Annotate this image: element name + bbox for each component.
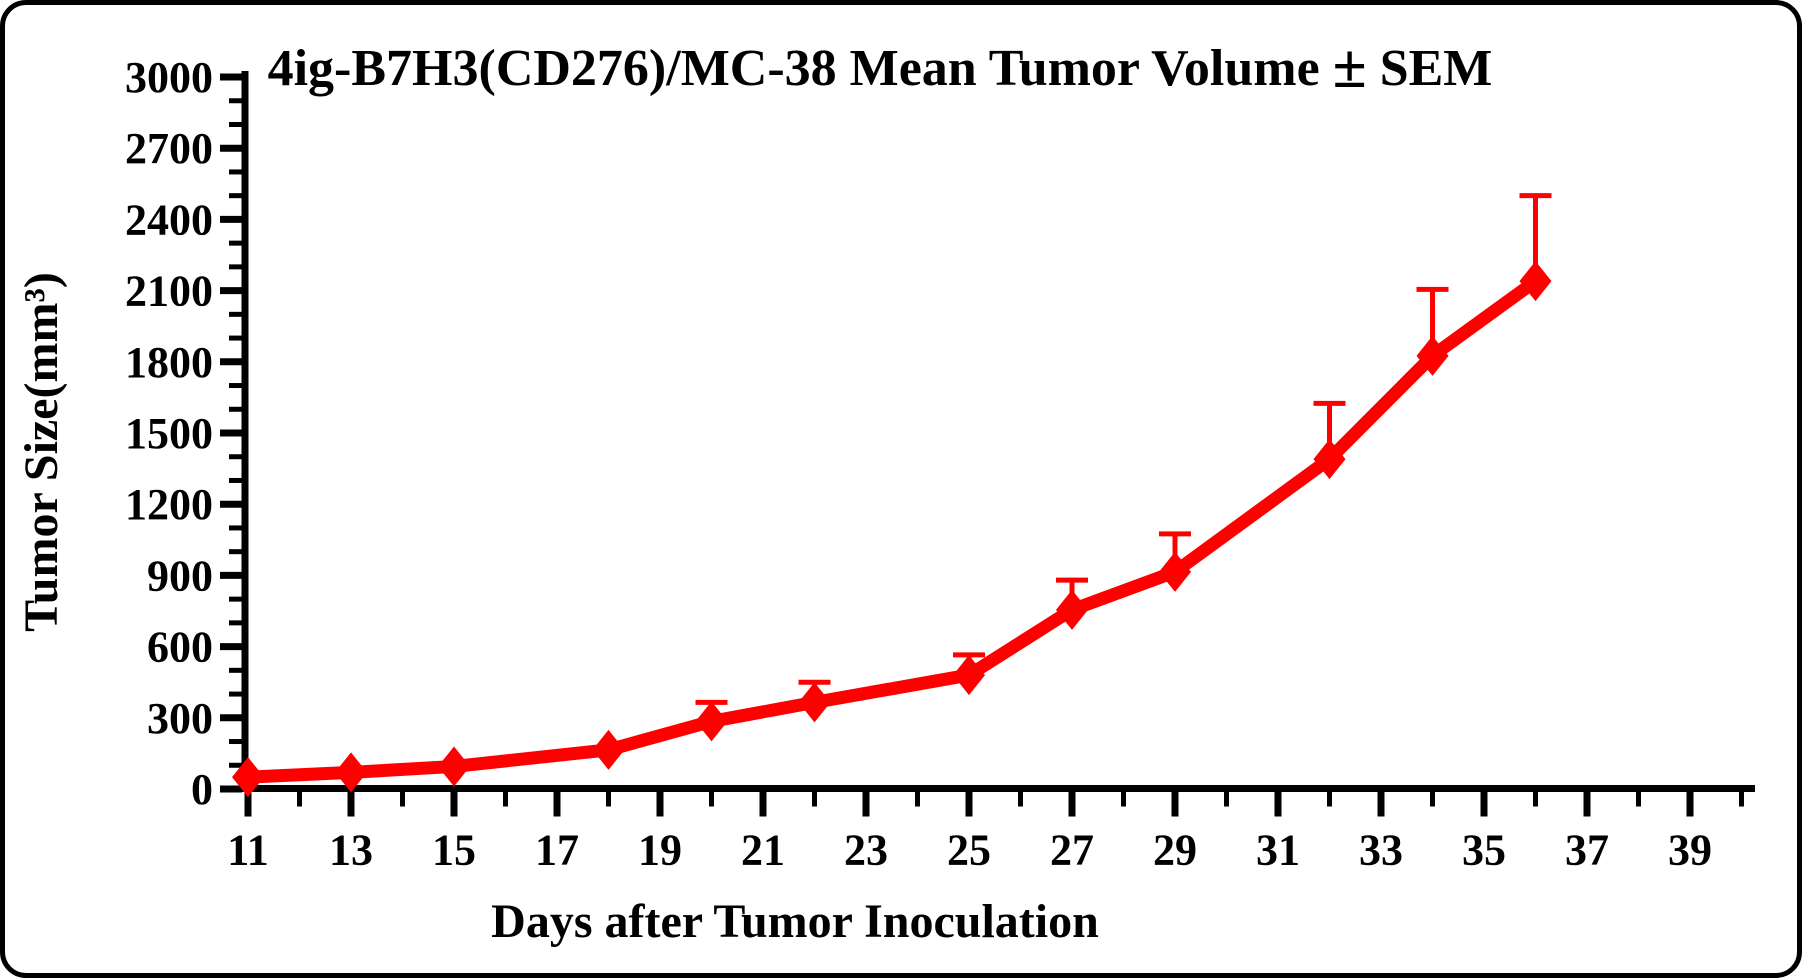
x-tick-label: 13 xyxy=(329,826,373,875)
x-axis-title: Days after Tumor Inoculation xyxy=(491,895,1099,948)
x-tick-label: 15 xyxy=(432,826,476,875)
series-line xyxy=(247,275,1540,784)
data-point-marker xyxy=(592,729,625,770)
series-layer xyxy=(232,193,1552,798)
x-tick-label: 23 xyxy=(844,826,888,875)
tumor-volume-line-chart: 0 300 600 900 1200 1500 1800 2100 2400 2700 3000 11… xyxy=(15,33,1755,948)
data-point-marker xyxy=(1519,261,1552,302)
x-tick-label: 11 xyxy=(227,826,269,875)
y-tick-label: 900 xyxy=(147,551,213,600)
data-point-marker xyxy=(798,682,831,723)
x-tick-label: 25 xyxy=(947,826,991,875)
y-tick-label: 0 xyxy=(191,765,213,814)
x-tick-label: 33 xyxy=(1359,826,1403,875)
data-point-marker xyxy=(1313,439,1346,480)
x-tick-label: 35 xyxy=(1462,826,1506,875)
y-tick-label: 2400 xyxy=(125,195,213,244)
y-axis-title: Tumor Size(mm³) xyxy=(15,272,68,632)
data-point-marker xyxy=(1416,335,1449,376)
y-tick-label: 600 xyxy=(147,623,213,672)
x-tick-label: 27 xyxy=(1050,826,1094,875)
x-tick-label: 19 xyxy=(638,826,682,875)
y-tick-label: 1200 xyxy=(125,480,213,529)
y-tick-label: 2700 xyxy=(125,124,213,173)
x-tick-label: 39 xyxy=(1668,826,1712,875)
data-point-marker xyxy=(438,746,470,787)
data-point-marker xyxy=(1159,551,1191,592)
y-tick-label: 300 xyxy=(147,694,213,743)
data-point-marker xyxy=(232,757,264,798)
data-point-marker xyxy=(1056,589,1088,630)
x-tick-label: 17 xyxy=(535,826,579,875)
chart-title: 4ig-B7H3(CD276)/MC-38 Mean Tumor Volume … xyxy=(268,33,1493,101)
x-tick-label: 31 xyxy=(1256,826,1300,875)
x-tick-label: 21 xyxy=(741,826,785,875)
y-tick-label: 2100 xyxy=(125,267,213,316)
data-point-marker xyxy=(953,655,985,696)
y-tick-label: 1800 xyxy=(125,338,213,387)
y-tick-label: 3000 xyxy=(125,53,213,102)
y-tick-label: 1500 xyxy=(125,409,213,458)
axes-layer: 0 300 600 900 1200 1500 1800 2100 2400 2700 3000 11… xyxy=(125,53,1755,875)
data-point-marker xyxy=(335,752,367,793)
x-tick-label: 29 xyxy=(1153,826,1197,875)
data-point-marker xyxy=(695,701,728,742)
x-tick-label: 37 xyxy=(1565,826,1609,875)
